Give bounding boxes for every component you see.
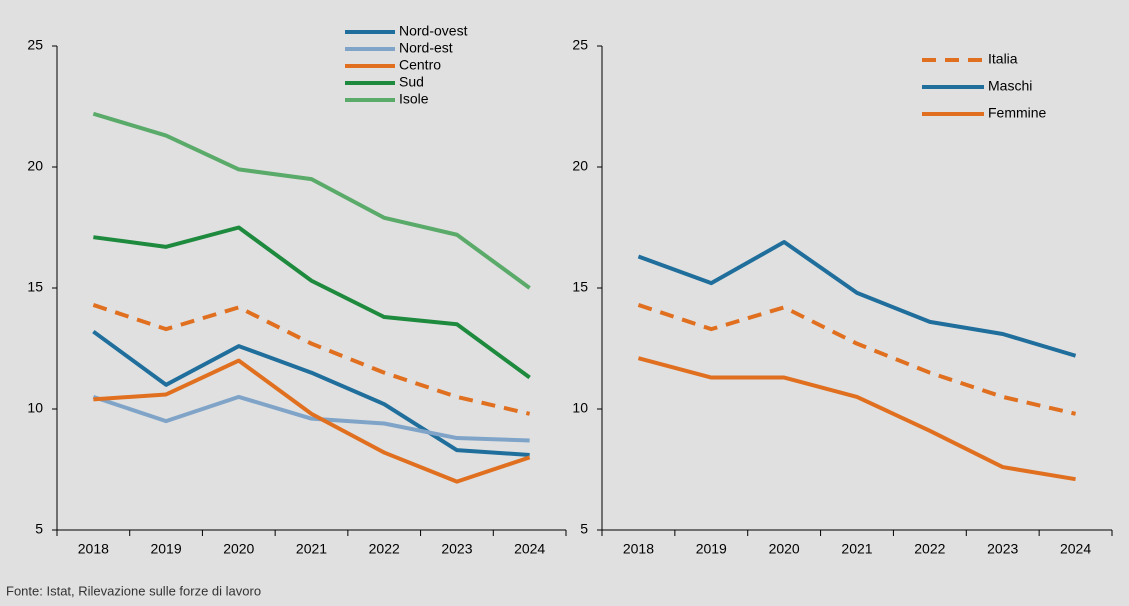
y-tick-label: 20 bbox=[572, 158, 588, 174]
source-note: Fonte: Istat, Rilevazione sulle forze di… bbox=[6, 583, 261, 598]
legend-label: Femmine bbox=[988, 105, 1047, 121]
legend-label: Centro bbox=[399, 57, 441, 73]
x-tick-label: 2020 bbox=[769, 541, 800, 557]
legend-label: Italia bbox=[988, 51, 1018, 67]
y-tick-label: 25 bbox=[572, 37, 588, 53]
series-line bbox=[93, 358, 531, 484]
x-tick-label: 2021 bbox=[296, 541, 327, 557]
x-tick-label: 2020 bbox=[223, 541, 254, 557]
x-tick-label: 2021 bbox=[841, 541, 872, 557]
x-tick-label: 2023 bbox=[987, 541, 1018, 557]
legend-label: Nord-ovest bbox=[399, 23, 468, 39]
y-tick-label: 25 bbox=[27, 37, 43, 53]
y-tick-label: 20 bbox=[27, 158, 43, 174]
x-tick-label: 2022 bbox=[369, 541, 400, 557]
y-tick-label: 10 bbox=[27, 400, 43, 416]
y-tick-label: 10 bbox=[572, 400, 588, 416]
y-tick-label: 15 bbox=[572, 279, 588, 295]
series-line bbox=[637, 240, 1077, 358]
legend-label: Sud bbox=[399, 74, 424, 90]
x-tick-label: 2023 bbox=[441, 541, 472, 557]
x-tick-label: 2019 bbox=[150, 541, 181, 557]
legend-label: Isole bbox=[399, 91, 429, 107]
x-tick-label: 2018 bbox=[623, 541, 654, 557]
x-tick-label: 2022 bbox=[914, 541, 945, 557]
x-tick-label: 2019 bbox=[696, 541, 727, 557]
series-line bbox=[92, 394, 530, 443]
series-line bbox=[93, 225, 531, 380]
series-line bbox=[92, 111, 531, 290]
series-line bbox=[637, 303, 1077, 416]
legend-label: Nord-est bbox=[399, 40, 453, 56]
legend-label: Maschi bbox=[988, 78, 1032, 94]
y-tick-label: 5 bbox=[580, 521, 588, 537]
x-tick-label: 2024 bbox=[514, 541, 545, 557]
y-tick-label: 5 bbox=[35, 521, 43, 537]
x-tick-label: 2018 bbox=[78, 541, 109, 557]
series-line bbox=[92, 329, 530, 457]
y-tick-label: 15 bbox=[27, 279, 43, 295]
series-line bbox=[637, 356, 1076, 482]
x-tick-label: 2024 bbox=[1060, 541, 1091, 557]
series-line bbox=[92, 303, 531, 416]
